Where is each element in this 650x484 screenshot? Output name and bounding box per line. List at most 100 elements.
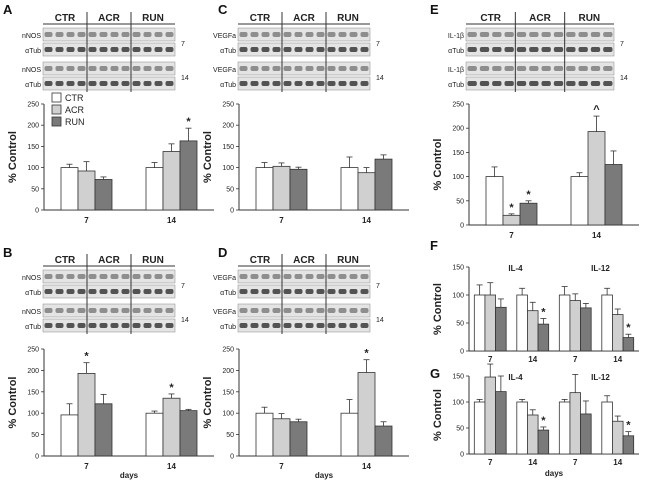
significance-marker: *: [84, 351, 89, 363]
y-axis-title: % Control: [202, 377, 214, 429]
blot-band: [578, 81, 588, 86]
blot-band: [121, 289, 130, 294]
x-tick-label: 14: [167, 216, 176, 225]
bar: [495, 306, 507, 352]
blot-band: [283, 47, 292, 52]
blot-band: [566, 32, 576, 37]
blot-row-label: αTub: [25, 82, 41, 89]
bar: [558, 401, 571, 455]
blot-band: [338, 66, 347, 71]
blot-band: [44, 32, 53, 37]
blot-band: [66, 289, 75, 294]
blot-band: [305, 32, 314, 37]
blot-band: [294, 308, 303, 313]
blot-band: [77, 66, 86, 71]
blot-band: [479, 81, 490, 86]
blot-band: [121, 274, 130, 279]
blot-band: [99, 66, 108, 71]
blot-band: [590, 81, 601, 86]
blot-band: [121, 32, 130, 37]
legend-label: ACR: [65, 105, 85, 115]
bar: [162, 397, 181, 457]
legend-swatch: [51, 92, 62, 103]
blot-band: [261, 66, 270, 71]
blot-row-label: αTub: [25, 324, 41, 331]
y-axis-title: % Control: [432, 139, 444, 191]
blot-band: [99, 289, 108, 294]
blot-band: [77, 32, 86, 37]
x-tick-label: 7: [488, 458, 493, 467]
x-tick-label: 14: [362, 462, 371, 471]
y-tick-label: 100: [222, 165, 234, 172]
panel-c: C CTR ACR RUN VEGFa αTub 7 VEGFa αTub 14 0 50 100 150…: [202, 2, 409, 225]
blot-band: [327, 274, 336, 279]
blot-band: [516, 81, 527, 86]
blot-band: [88, 274, 97, 279]
blot-strip: [237, 318, 371, 333]
significance-marker: *: [509, 202, 514, 214]
blot-group-label: RUN: [578, 13, 600, 24]
significance-marker: *: [186, 116, 191, 128]
blot-band: [55, 308, 64, 313]
blot-band: [110, 289, 119, 294]
y-tick-label: 150: [452, 150, 464, 157]
blot-band: [143, 81, 152, 86]
blot-band: [250, 323, 259, 328]
blot-group-label: ACR: [529, 13, 551, 24]
y-tick-label: 100: [222, 411, 234, 418]
blot-band: [272, 81, 281, 86]
blot-band: [479, 66, 490, 71]
blot-day-label: 14: [620, 75, 628, 82]
blot-group-label: ACR: [98, 13, 120, 24]
blot-band: [283, 323, 292, 328]
bar: [527, 414, 539, 455]
x-tick-label: 14: [167, 462, 176, 471]
blot-band: [143, 32, 152, 37]
blot-band: [553, 81, 564, 86]
bar: [60, 167, 79, 211]
legend: CTR ACR RUN: [51, 92, 85, 127]
blot-row-label: IL-1β: [448, 67, 464, 74]
bar: [495, 391, 507, 455]
blot-band: [316, 81, 325, 86]
y-tick-label: 0: [35, 208, 39, 215]
y-tick-label: 150: [222, 389, 234, 396]
y-tick-label: 50: [226, 186, 234, 193]
blot-group-label: ACR: [293, 13, 315, 24]
blot-band: [44, 66, 53, 71]
x-tick-label: 14: [592, 231, 601, 240]
blot-band: [88, 66, 97, 71]
blot-band: [261, 289, 270, 294]
blot-row-label: αTub: [25, 48, 41, 55]
blot-strip: [42, 61, 176, 76]
bar: [537, 323, 550, 352]
blot-band: [121, 66, 130, 71]
blot-band: [165, 32, 174, 37]
blot-band: [479, 47, 490, 52]
blot-band: [294, 66, 303, 71]
blot-row-label: nNOS: [22, 33, 41, 40]
blot-band: [132, 308, 141, 313]
bar: [94, 179, 113, 211]
blot-strip: [42, 27, 176, 42]
bar: [537, 429, 550, 455]
blot-row-label: αTub: [448, 48, 464, 55]
blot-band: [88, 323, 97, 328]
y-tick-label: 100: [452, 400, 464, 407]
y-tick-label: 100: [452, 293, 464, 300]
legend-swatch: [51, 104, 62, 115]
blot-strip: [42, 42, 176, 57]
blot-band: [360, 289, 369, 294]
blot-row-label: VEGFa: [213, 275, 236, 282]
blot-band: [283, 274, 292, 279]
blot-band: [467, 81, 477, 86]
blot-row-label: αTub: [448, 82, 464, 89]
blot-band: [121, 308, 130, 313]
y-tick-label: 250: [27, 347, 39, 354]
blot-band: [66, 66, 75, 71]
blot-band: [553, 66, 564, 71]
blot-band: [529, 66, 539, 71]
panel-e: E CTR ACR RUN IL-1β αTub 7 IL-1β αTub 14 0 50 100 150…: [430, 2, 639, 240]
blot-band: [44, 81, 53, 86]
blot-band: [44, 274, 53, 279]
